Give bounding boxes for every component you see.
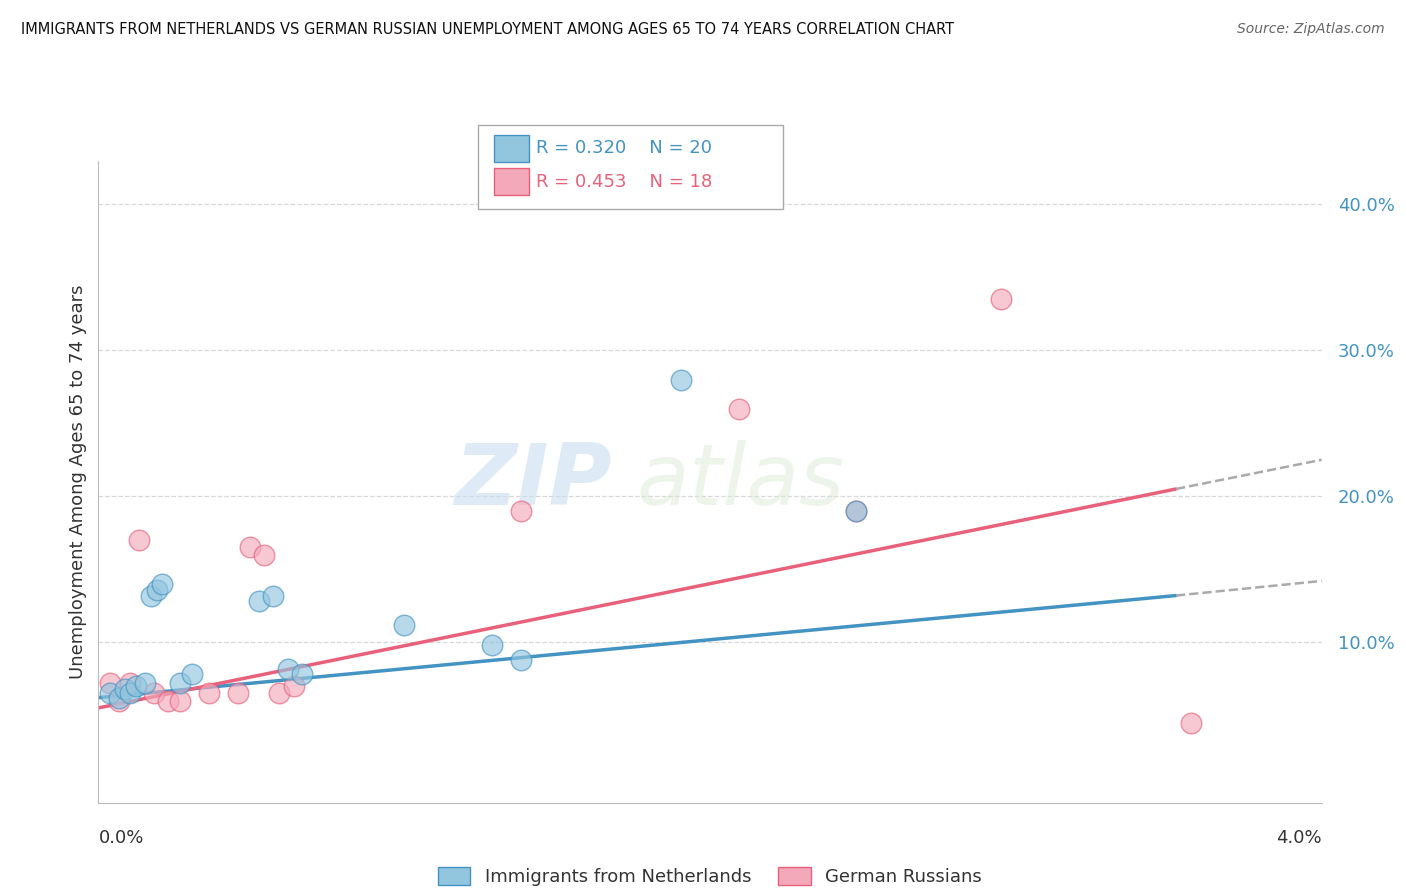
Text: ZIP: ZIP	[454, 440, 612, 524]
Point	[142, 686, 165, 700]
Point	[669, 372, 692, 386]
Point	[392, 617, 416, 632]
Point	[262, 589, 284, 603]
Point	[267, 686, 290, 700]
Point	[108, 693, 131, 707]
Point	[98, 686, 121, 700]
Point	[180, 667, 202, 681]
Point	[728, 401, 751, 416]
Point	[145, 582, 167, 597]
FancyBboxPatch shape	[478, 125, 783, 209]
Y-axis label: Unemployment Among Ages 65 to 74 years: Unemployment Among Ages 65 to 74 years	[69, 285, 87, 679]
Point	[120, 686, 142, 700]
Text: 0.0%: 0.0%	[98, 829, 143, 847]
Point	[139, 589, 162, 603]
Point	[98, 676, 121, 690]
Point	[198, 686, 221, 700]
Point	[120, 676, 142, 690]
Point	[283, 679, 305, 693]
Text: IMMIGRANTS FROM NETHERLANDS VS GERMAN RUSSIAN UNEMPLOYMENT AMONG AGES 65 TO 74 Y: IMMIGRANTS FROM NETHERLANDS VS GERMAN RU…	[21, 22, 955, 37]
Text: R = 0.453    N = 18: R = 0.453 N = 18	[536, 173, 713, 191]
Point	[1180, 715, 1202, 730]
Point	[157, 693, 180, 707]
Point	[239, 541, 262, 555]
Point	[128, 533, 150, 547]
FancyBboxPatch shape	[494, 135, 529, 161]
Text: Source: ZipAtlas.com: Source: ZipAtlas.com	[1237, 22, 1385, 37]
Point	[481, 638, 503, 652]
Text: R = 0.320    N = 20: R = 0.320 N = 20	[536, 139, 713, 157]
Point	[152, 577, 174, 591]
Point	[990, 292, 1012, 306]
Point	[845, 504, 868, 518]
Point	[226, 686, 249, 700]
Point	[277, 661, 299, 675]
Point	[108, 690, 131, 705]
Point	[247, 594, 270, 608]
Point	[125, 679, 148, 693]
Legend: Immigrants from Netherlands, German Russians: Immigrants from Netherlands, German Russ…	[430, 860, 990, 892]
Point	[114, 681, 136, 696]
Text: 4.0%: 4.0%	[1277, 829, 1322, 847]
Point	[169, 693, 191, 707]
Point	[291, 667, 314, 681]
Point	[509, 504, 531, 518]
Point	[845, 504, 868, 518]
Point	[134, 676, 156, 690]
Point	[169, 676, 191, 690]
FancyBboxPatch shape	[494, 169, 529, 195]
Point	[509, 653, 531, 667]
Point	[253, 548, 276, 562]
Text: atlas: atlas	[637, 440, 845, 524]
